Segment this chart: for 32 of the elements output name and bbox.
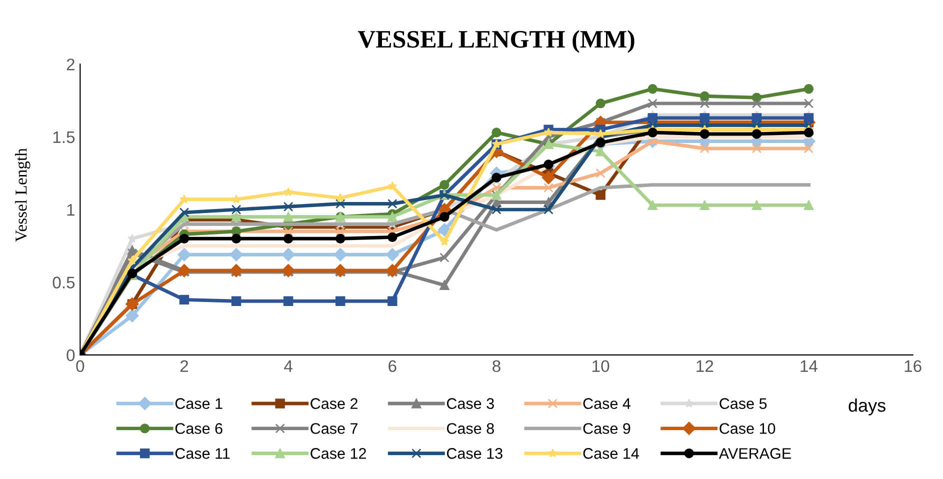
y-axis-title: Vessel Length bbox=[15, 148, 30, 242]
y-tick-label: 1 bbox=[67, 204, 74, 216]
legend-label: Case 5 bbox=[720, 398, 767, 409]
x-tick-label: 10 bbox=[592, 360, 610, 372]
legend-label: Case 2 bbox=[310, 398, 358, 409]
x-tick-label: 14 bbox=[800, 360, 818, 372]
legend-label: Case 13 bbox=[446, 448, 502, 459]
legend-label: Case 8 bbox=[446, 423, 494, 434]
legend-label: Case 7 bbox=[310, 423, 358, 434]
y-tick-label: 0 bbox=[66, 349, 75, 362]
x-tick-label: 2 bbox=[180, 360, 188, 372]
x-tick-label: 0 bbox=[76, 360, 84, 372]
legend-label: AVERAGE bbox=[718, 448, 791, 459]
x-tick-label: 4 bbox=[284, 360, 292, 372]
y-tick-label: 1.5 bbox=[53, 131, 75, 144]
legend-label: Case 12 bbox=[310, 448, 366, 459]
legend-label: Case 4 bbox=[583, 398, 630, 409]
y-tick-label: 0.5 bbox=[52, 276, 75, 288]
legend-label: Case 11 bbox=[175, 448, 230, 459]
x-tick-label: 6 bbox=[388, 360, 396, 372]
legend-label: Case 9 bbox=[583, 423, 630, 434]
x-axis-title: days bbox=[848, 398, 886, 416]
legend-label: Case 10 bbox=[720, 423, 776, 434]
y-tick-label: 2 bbox=[66, 58, 74, 70]
legend-label: Case 14 bbox=[583, 448, 639, 459]
x-tick-label: 12 bbox=[696, 360, 714, 372]
x-tick-label: 8 bbox=[492, 360, 500, 372]
legend-label: Case 6 bbox=[175, 423, 222, 434]
legend-label: Case 1 bbox=[175, 398, 222, 409]
legend-label: Case 3 bbox=[446, 398, 494, 409]
x-tick-label: 16 bbox=[904, 360, 922, 372]
chart-title: VESSEL LENGTH (MM) bbox=[358, 30, 634, 53]
